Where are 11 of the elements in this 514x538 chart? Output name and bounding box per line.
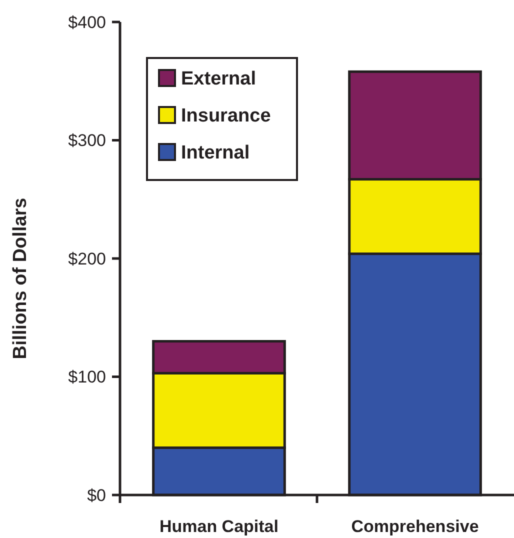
legend-label: Insurance bbox=[181, 106, 271, 127]
y-tick-label: $0 bbox=[87, 486, 106, 505]
y-tick-label: $200 bbox=[68, 249, 106, 268]
y-tick-label: $300 bbox=[68, 131, 106, 150]
legend-label: External bbox=[181, 68, 256, 90]
y-axis-title: Billions of Dollars bbox=[10, 198, 31, 360]
y-tick-label: $100 bbox=[68, 368, 106, 387]
x-tick-label: Human Capital bbox=[159, 517, 279, 536]
legend-label: Internal bbox=[181, 142, 250, 164]
y-tick-label: $400 bbox=[68, 12, 106, 32]
x-tick-label: Comprehensive bbox=[351, 517, 479, 536]
